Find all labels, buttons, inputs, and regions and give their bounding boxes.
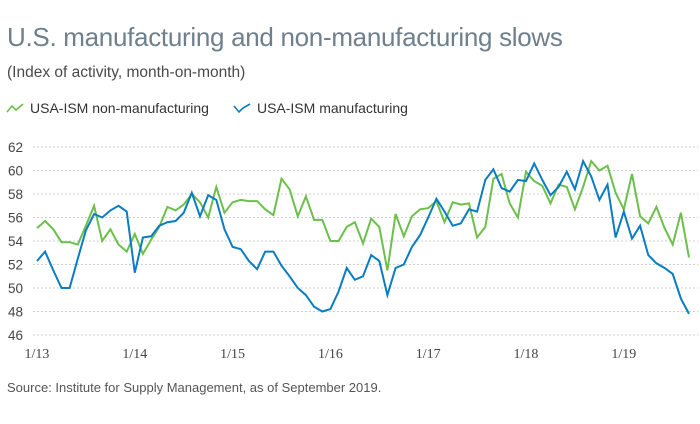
x-tick-label: 1/18: [514, 347, 539, 362]
legend-item-non-manufacturing[interactable]: USA-ISM non-manufacturing: [6, 100, 209, 116]
legend-label: USA-ISM manufacturing: [256, 100, 408, 116]
x-tick-label: 1/15: [220, 347, 245, 362]
y-tick-label: 46: [8, 328, 23, 343]
series-line-non-manufacturing: [36, 159, 690, 271]
series-line-manufacturing: [36, 158, 690, 315]
line-icon: [233, 103, 251, 114]
y-tick-label: 48: [8, 305, 23, 320]
y-tick-label: 54: [8, 234, 24, 249]
x-tick-label: 1/13: [25, 347, 50, 362]
x-tick-label: 1/19: [611, 347, 636, 362]
chart-title: U.S. manufacturing and non-manufacturing…: [7, 22, 563, 52]
y-tick-label: 56: [8, 211, 23, 226]
line-icon: [6, 103, 24, 113]
source-note: Source: Institute for Supply Management,…: [7, 380, 382, 395]
y-tick-label: 50: [8, 281, 23, 296]
y-tick-label: 52: [8, 258, 23, 273]
chart-subtitle: (Index of activity, month-on-month): [7, 64, 246, 81]
x-tick-label: 1/14: [122, 347, 147, 362]
y-tick-label: 60: [8, 164, 23, 179]
x-tick-label: 1/17: [416, 347, 441, 362]
legend: USA-ISM non-manufacturing USA-ISM manufa…: [6, 100, 408, 116]
legend-item-manufacturing[interactable]: USA-ISM manufacturing: [233, 100, 408, 116]
y-tick-label: 58: [8, 187, 23, 202]
legend-label: USA-ISM non-manufacturing: [30, 100, 209, 116]
y-tick-label: 62: [8, 140, 23, 155]
x-tick-label: 1/16: [318, 347, 343, 362]
